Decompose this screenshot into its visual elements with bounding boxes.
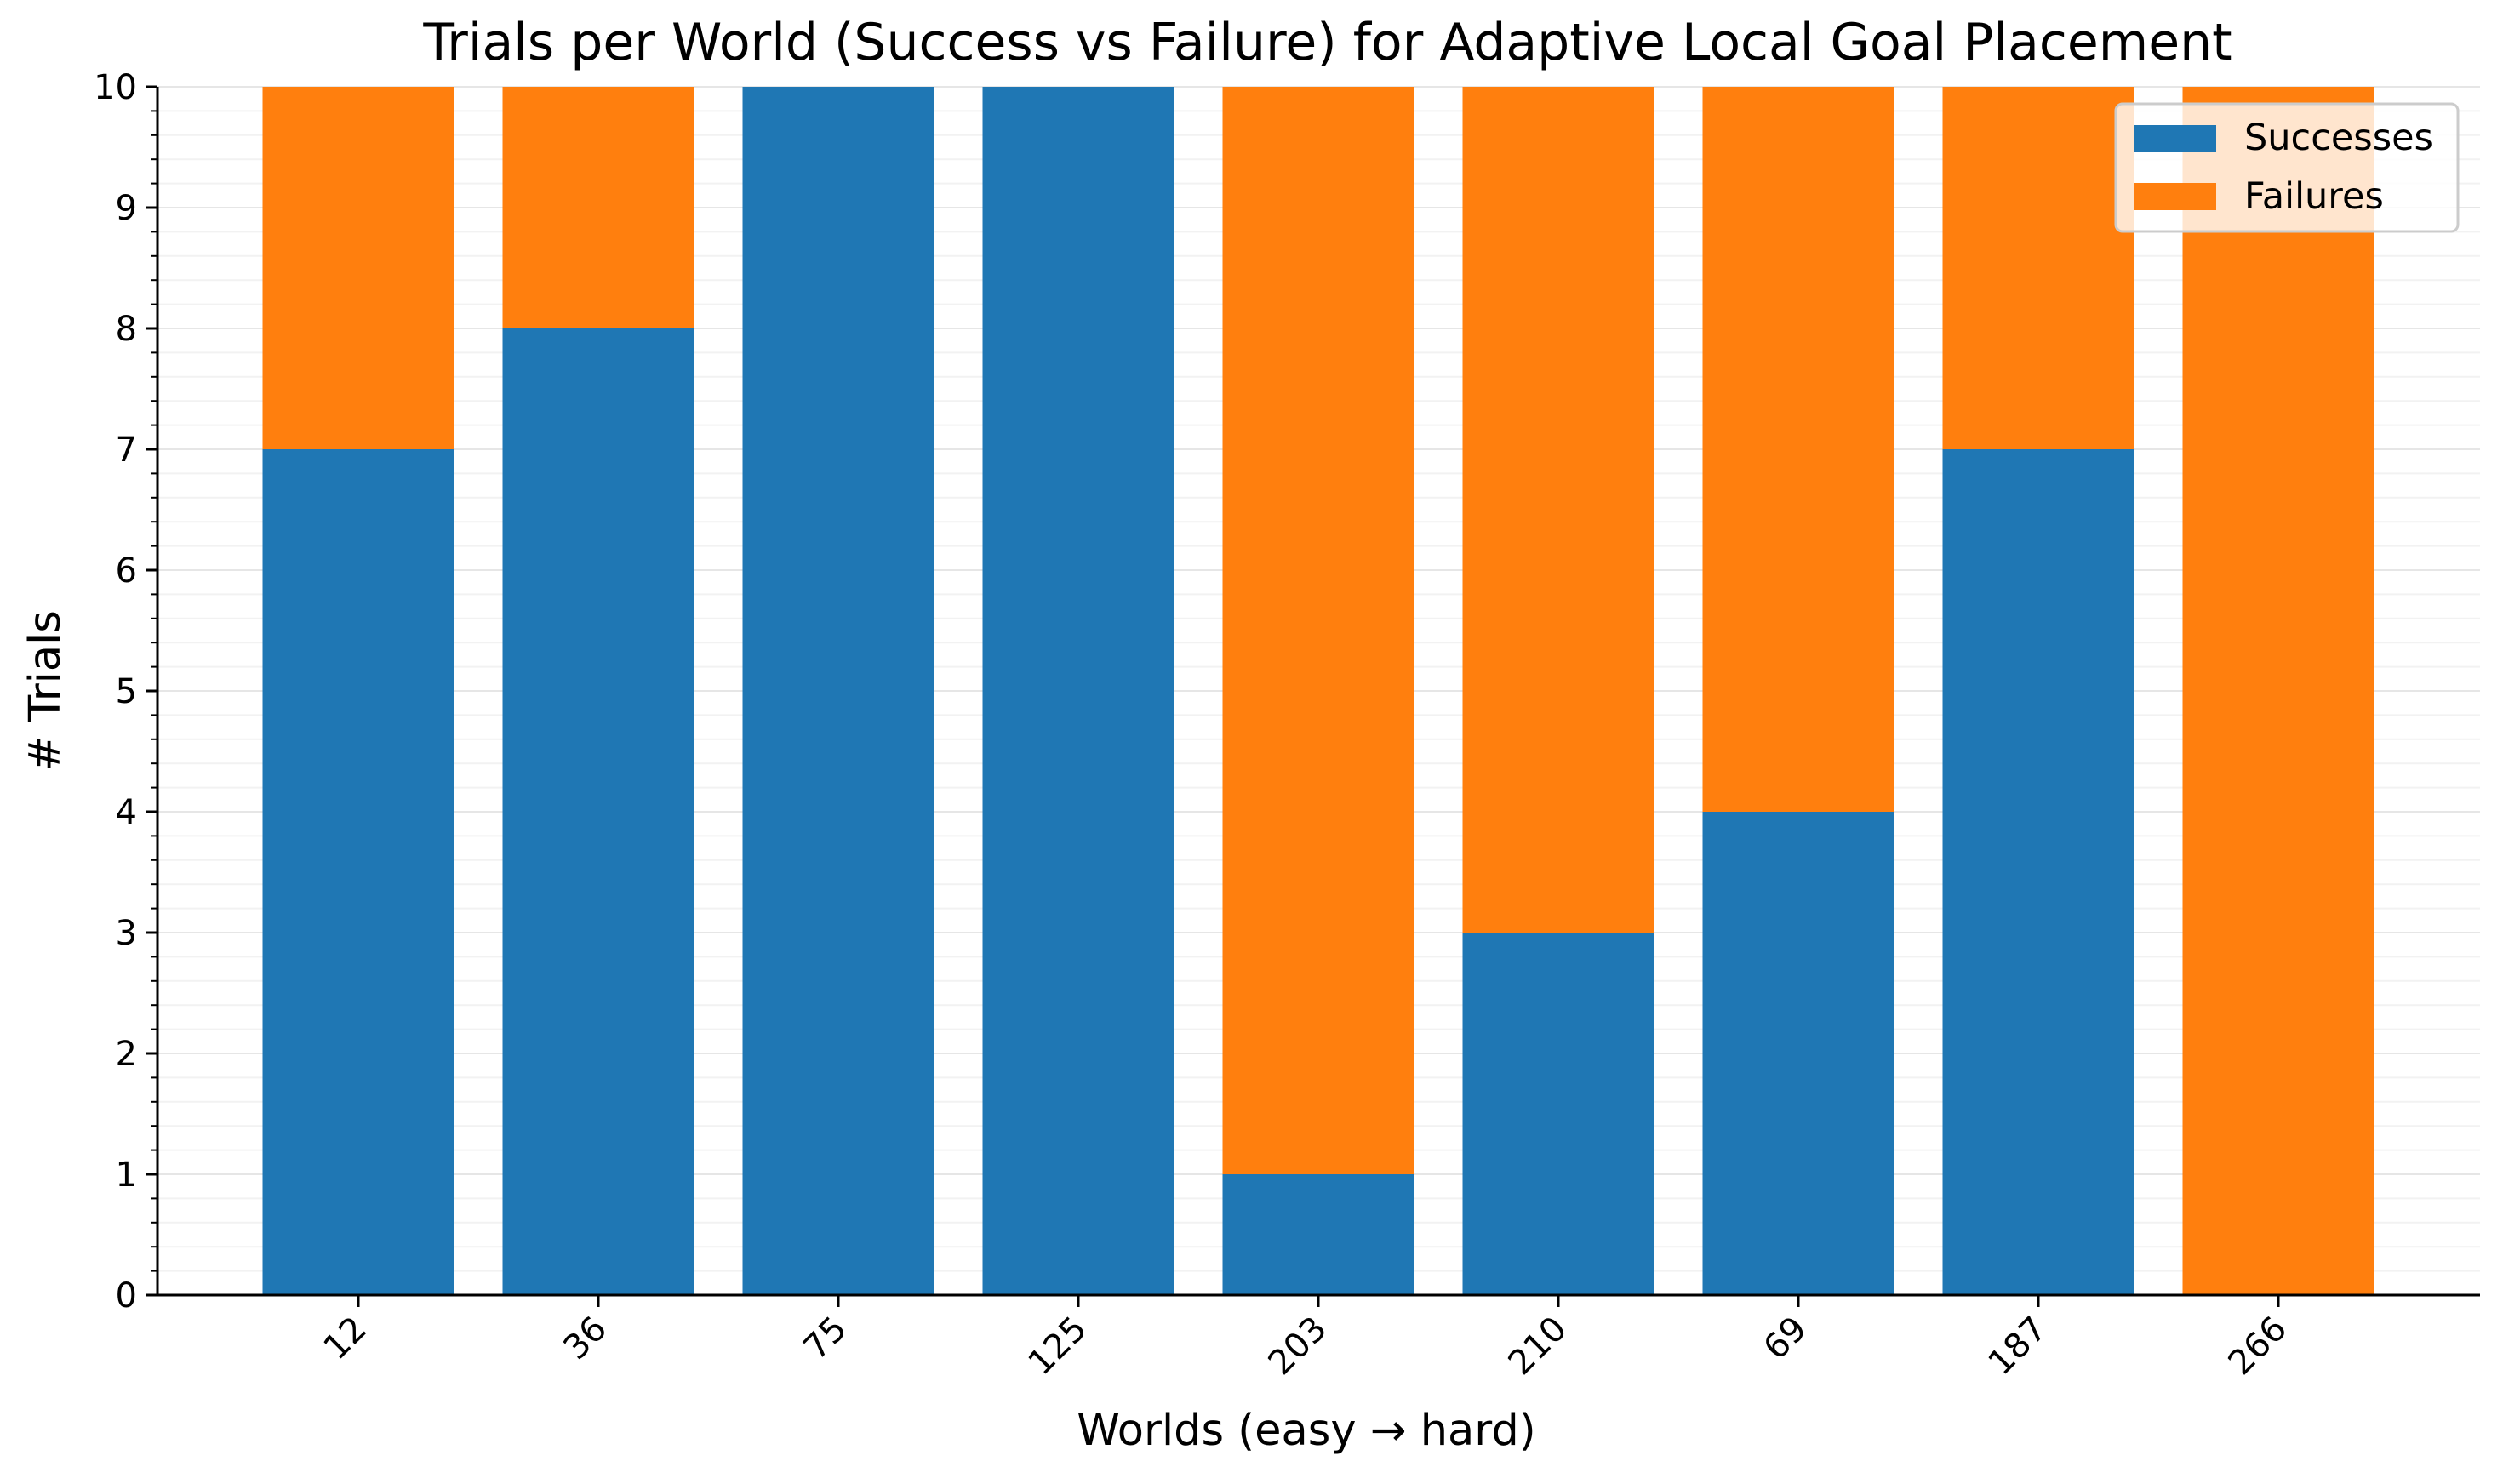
x-tick-label: 187: [1981, 1310, 2055, 1384]
legend-label-successes: Successes: [2244, 117, 2433, 159]
chart-title: Trials per World (Success vs Failure) fo…: [422, 13, 2232, 72]
bar-failures-12: [262, 87, 454, 449]
bar-successes-12: [262, 449, 454, 1295]
y-tick-label: 9: [116, 189, 137, 228]
y-axis-label: # Trials: [20, 610, 71, 772]
legend: Successes Failures: [2114, 102, 2460, 233]
bar-failures-36: [502, 87, 694, 328]
x-tick-label: 12: [317, 1310, 375, 1368]
x-tick-label: 125: [1021, 1310, 1095, 1384]
bar-successes-203: [1222, 1174, 1414, 1295]
bar-failures-69: [1702, 87, 1894, 812]
bar-failures-210: [1462, 87, 1654, 933]
y-tick-label: 3: [116, 914, 137, 953]
x-tick-label: 203: [1261, 1310, 1335, 1384]
y-tick-label: 1: [116, 1156, 137, 1195]
legend-swatch-failures: [2134, 183, 2216, 210]
y-tick-label: 0: [116, 1276, 137, 1316]
x-axis-label: Worlds (easy → hard): [1077, 1406, 1535, 1456]
x-tick-label: 69: [1757, 1310, 1815, 1368]
bar-successes-210: [1462, 933, 1654, 1295]
y-tick-label: 6: [116, 551, 137, 591]
y-tick-label: 7: [116, 431, 137, 470]
x-tick-label: 36: [557, 1310, 615, 1368]
x-tick-label: 75: [797, 1310, 855, 1368]
legend-label-failures: Failures: [2244, 175, 2384, 218]
bar-failures-203: [1222, 87, 1414, 1174]
bars-layer: [262, 87, 2374, 1295]
y-tick-label: 5: [116, 672, 137, 711]
y-tick-label: 2: [116, 1035, 137, 1074]
legend-swatch-successes: [2134, 125, 2216, 152]
x-tick-label: 266: [2221, 1310, 2295, 1384]
bar-successes-187: [1942, 449, 2134, 1295]
bar-failures-187: [1942, 87, 2134, 449]
y-tick-label: 10: [94, 68, 137, 107]
y-tick-label: 8: [116, 310, 137, 349]
y-tick-label: 4: [116, 793, 137, 832]
bar-failures-266: [2182, 87, 2374, 1295]
bar-successes-69: [1702, 812, 1894, 1295]
x-tick-label: 210: [1501, 1310, 1575, 1384]
bar-successes-125: [982, 87, 1174, 1295]
bar-successes-75: [742, 87, 934, 1295]
bar-successes-36: [502, 328, 694, 1295]
